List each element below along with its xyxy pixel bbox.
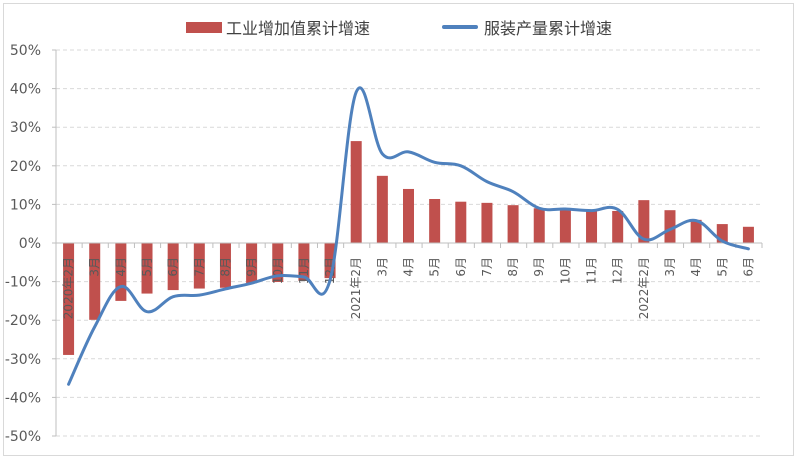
x-tick-label: 4月 [689,257,703,277]
x-tick-label: 6月 [166,257,180,277]
bar [455,201,467,243]
bar-swatch-icon [186,21,222,33]
bar [115,243,127,301]
bar [167,243,179,291]
bar [63,243,75,355]
x-tick-label: 9月 [245,257,259,277]
x-tick-label: 6月 [741,257,755,277]
bar [507,205,519,243]
x-tick-label: 12月 [611,257,625,284]
y-tick-label: 30% [10,120,41,136]
legend-line-label: 服装产量累计增速 [484,19,613,38]
x-tick-label: 2021年2月 [349,257,363,319]
bar [690,219,702,243]
x-tick-label: 8月 [218,257,232,277]
bar-series [63,141,754,355]
bar [638,200,650,243]
bar [481,202,493,243]
bar [559,209,571,243]
x-tick-label: 8月 [506,257,520,277]
bar [403,188,414,243]
y-tick-label: 0% [19,236,41,252]
y-tick-label: 20% [10,159,41,175]
y-tick-label: -10% [5,275,41,291]
bar [612,210,624,243]
bar [664,210,676,243]
y-axis-labels: 50% 40% 30% 20% 10% 0% -10% -20% -30% -40% -50% [5,43,41,445]
x-tick-label: 10月 [558,257,572,284]
y-tick-label: 50% [10,43,41,59]
x-tick-label: 2022年2月 [637,257,651,319]
bar [89,243,101,320]
bar [219,243,231,288]
x-tick-label: 5月 [715,257,729,277]
bar [324,243,336,279]
bar [429,198,441,243]
x-tick-label: 6月 [454,257,468,277]
bar [586,210,598,243]
y-tick-label: 40% [10,82,41,98]
line-swatch-icon [442,25,478,29]
x-tick-label: 7月 [480,257,494,277]
bar [141,243,153,294]
x-tick-label: 10月 [271,257,285,284]
legend-item-line: 服装产量累计增速 [442,15,612,39]
bar [533,208,545,243]
legend-bar-label: 工业增加值累计增速 [226,19,371,38]
x-tick-label: 5月 [428,257,442,277]
legend-item-bar: 工业增加值累计增速 [186,15,370,39]
x-tick-label: 5月 [140,257,154,277]
y-tick-label: -40% [5,390,41,406]
x-tick-label: 11月 [585,257,599,284]
chart-frame [3,3,794,456]
x-tick-label: 4月 [402,257,416,277]
x-tick-label: 3月 [663,257,677,277]
bar [298,243,310,281]
x-tick-label: 3月 [375,257,389,277]
x-tick-label: 4月 [114,257,128,277]
x-tick-label: 3月 [88,257,102,277]
bar [246,243,258,284]
bar [193,243,205,289]
y-tick-label: 10% [10,197,41,213]
y-tick-label: -50% [5,429,41,445]
line-series [67,86,750,386]
y-tick-label: -30% [5,352,41,368]
bar [376,175,388,243]
x-axis [55,242,763,248]
bar [272,243,284,282]
bar [742,226,754,243]
bar [716,224,728,243]
legend: 工业增加值累计增速 服装产量累计增速 [0,15,800,41]
x-axis-labels: 2020年2月 3月 4月 5月 6月 7月 8月 9月 10月 11月 12月 2021年2月 3月 4… [62,257,756,319]
x-tick-label: 2020年2月 [62,257,76,319]
x-tick-label: 7月 [192,257,206,277]
y-tick-label: -20% [5,313,41,329]
bar [350,141,362,243]
x-tick-label: 9月 [532,257,546,277]
